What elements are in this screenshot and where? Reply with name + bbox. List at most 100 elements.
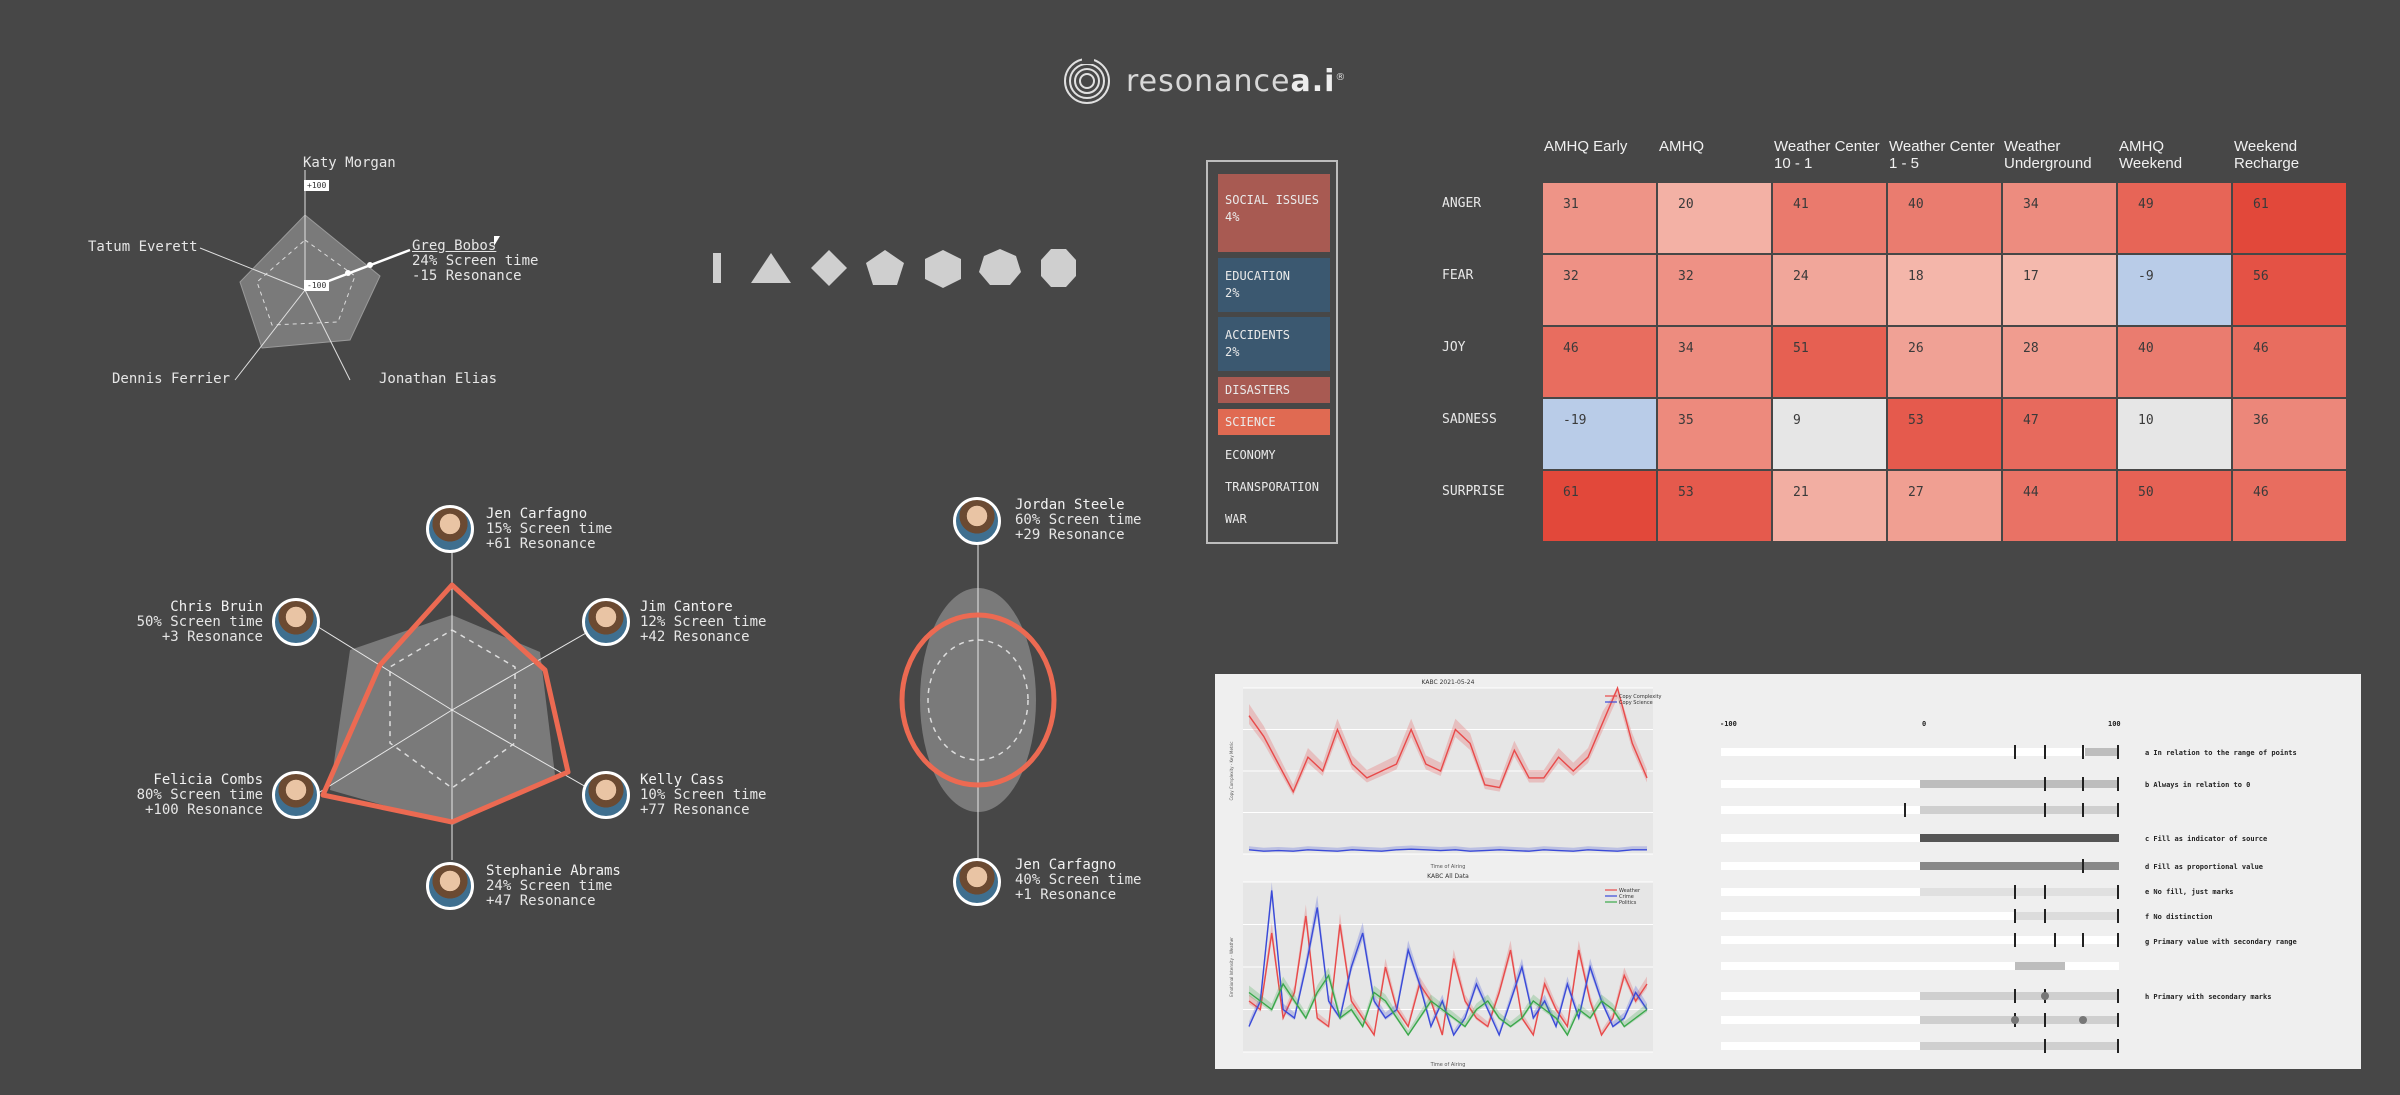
topics-panel: SOCIAL ISSUES 4% EDUCATION 2% ACCIDENTS 2% … [1206,160,1338,544]
heatmap-cell[interactable]: -9 [2117,254,2232,326]
heatmap-cell[interactable]: 41 [1772,182,1887,254]
person-jen[interactable]: Jen Carfagno 15% Screen time +61 Resonan… [486,507,612,552]
avatar-felicia[interactable] [272,771,320,819]
heatmap-cell[interactable]: 47 [2002,398,2117,470]
heatmap-cell[interactable]: 53 [1657,470,1772,542]
heatmap-cell[interactable]: 17 [2002,254,2117,326]
heatmap-column-header: Weather Center 1 - 5 [1889,138,1995,172]
heatmap-cell[interactable]: 46 [1542,326,1657,398]
avatar-kelly[interactable] [582,771,630,819]
bullet-fill [2015,912,2119,920]
bullet-mark [2014,933,2016,947]
bullet-fill [1920,992,2119,1000]
diamond-shape-icon [811,250,847,286]
copy-complexity-chart: KABC 2021-05-24 Time of Airing Copy Comple… [1229,679,1662,870]
radar-label-dennis[interactable]: Dennis Ferrier [112,371,231,387]
bullet-mark [2117,803,2119,817]
x-axis-label: Time of Airing [1430,1062,1466,1068]
avatar-jen-2[interactable] [953,858,1001,906]
avatar-jen[interactable] [426,505,474,553]
selected-screen: 24% Screen time [412,253,539,269]
topic-social-issues[interactable]: SOCIAL ISSUES 4% [1218,174,1330,252]
topic-accidents[interactable]: ACCIDENTS 2% [1218,317,1330,371]
heatmap-cell[interactable]: 44 [2002,470,2117,542]
heatmap-cell[interactable]: 36 [2232,398,2347,470]
topic-education[interactable]: EDUCATION 2% [1218,258,1330,312]
heatmap-column-header: AMHQ Early [1544,138,1628,155]
heatmap-cell[interactable]: 18 [1887,254,2002,326]
avatar-jim[interactable] [582,598,630,646]
topic-transporation[interactable]: TRANSPORATION [1225,480,1319,494]
person-stephanie[interactable]: Stephanie Abrams 24% Screen time +47 Res… [486,864,621,909]
topic-science[interactable]: SCIENCE [1218,409,1330,435]
person-screen: 15% Screen time [486,521,613,537]
person-kelly[interactable]: Kelly Cass 10% Screen time +77 Resonance [640,773,766,818]
bullet-mark [2117,777,2119,791]
heatmap-cell[interactable]: 40 [2117,326,2232,398]
big-radar-outline [320,582,571,825]
bullet-mark [2044,909,2046,923]
radar-label-katy[interactable]: Katy Morgan [303,155,396,171]
heatmap-cell[interactable]: 35 [1657,398,1772,470]
variant-g-label: g Primary value with secondary range [2145,938,2297,946]
radar-label-jonathan[interactable]: Jonathan Elias [379,371,498,387]
heatmap-cell[interactable]: 46 [2232,470,2347,542]
y-axis-label: Copy Complexity - Key Metric [1229,742,1234,801]
topic-economy[interactable]: ECONOMY [1225,448,1276,462]
bullet-mark [2044,803,2046,817]
heatmap-cell[interactable]: 27 [1887,470,2002,542]
heatmap-cell[interactable]: 40 [1887,182,2002,254]
heatmap-cell[interactable]: 32 [1657,254,1772,326]
bullet-fill [1920,1042,2119,1050]
heatmap-cell[interactable]: 51 [1772,326,1887,398]
person-jen-2[interactable]: Jen Carfagno 40% Screen time +1 Resonanc… [1015,858,1141,903]
heatmap-cell[interactable]: 61 [2232,182,2347,254]
person-jim[interactable]: Jim Cantore 12% Screen time +42 Resonanc… [640,600,766,645]
series-band [1249,904,1647,1037]
heatmap-cell[interactable]: 28 [2002,326,2117,398]
heatmap-cell[interactable]: 31 [1542,182,1657,254]
heatmap-cell[interactable]: 10 [2117,398,2232,470]
heatmap-cell[interactable]: 53 [1887,398,2002,470]
person-chris[interactable]: Chris Bruin 50% Screen time +3 Resonance [100,600,263,645]
selected-resonance: -15 Resonance [412,268,522,284]
heatmap-cell[interactable]: 34 [2002,182,2117,254]
heatmap-cell[interactable]: 9 [1772,398,1887,470]
heatmap-cell[interactable]: -19 [1542,398,1657,470]
bullet-mark [2044,1013,2046,1027]
heatmap-cell[interactable]: 61 [1542,470,1657,542]
avatar-stephanie[interactable] [426,862,474,910]
topic-disasters[interactable]: DISASTERS [1218,377,1330,403]
avatar-chris[interactable] [272,598,320,646]
person-felicia[interactable]: Felicia Combs 80% Screen time +100 Reson… [100,773,263,818]
person-resonance: +42 Resonance [640,629,750,645]
variant-f-label: f No distinction [2145,913,2213,921]
variant-b-label: b Always in relation to 0 [2145,781,2251,789]
heatmap-cell[interactable]: 34 [1657,326,1772,398]
heatmap-cell[interactable]: 32 [1542,254,1657,326]
heatmap-cell[interactable]: 46 [2232,326,2347,398]
heatmap-cell[interactable]: 56 [2232,254,2347,326]
person-name: Kelly Cass [640,772,725,788]
bullet-mark [1904,803,1906,817]
all-data-chart: KABC All Data Time of Airing Emotional Int… [1229,873,1653,1068]
heatmap-cell[interactable]: 49 [2117,182,2232,254]
heatmap-column-header: Weather Underground [2004,138,2092,172]
radar-selected-label[interactable]: Greg Bobos 24% Screen time -15 Resonance [412,239,538,284]
radar-label-tatum[interactable]: Tatum Everett [88,239,198,255]
avatar-jordan[interactable] [953,497,1001,545]
person-name: Jen Carfagno [486,506,588,522]
person-name: Jordan Steele [1015,497,1125,513]
heatmap-cell[interactable]: 26 [1887,326,2002,398]
heatmap-cell[interactable]: 24 [1772,254,1887,326]
series-line [1248,685,1648,794]
person-jordan[interactable]: Jordan Steele 60% Screen time +29 Resona… [1015,498,1141,543]
bullet-mark [2044,1039,2046,1053]
heatmap-cell[interactable]: 20 [1657,182,1772,254]
heatmap-cell[interactable]: 50 [2117,470,2232,542]
heatmap-cell[interactable]: 21 [1772,470,1887,542]
scale-top-tag: +100 [304,180,330,191]
variant-e-label: e No fill, just marks [2145,888,2234,896]
topic-war[interactable]: WAR [1225,512,1247,526]
bullet-mark [2117,933,2119,947]
